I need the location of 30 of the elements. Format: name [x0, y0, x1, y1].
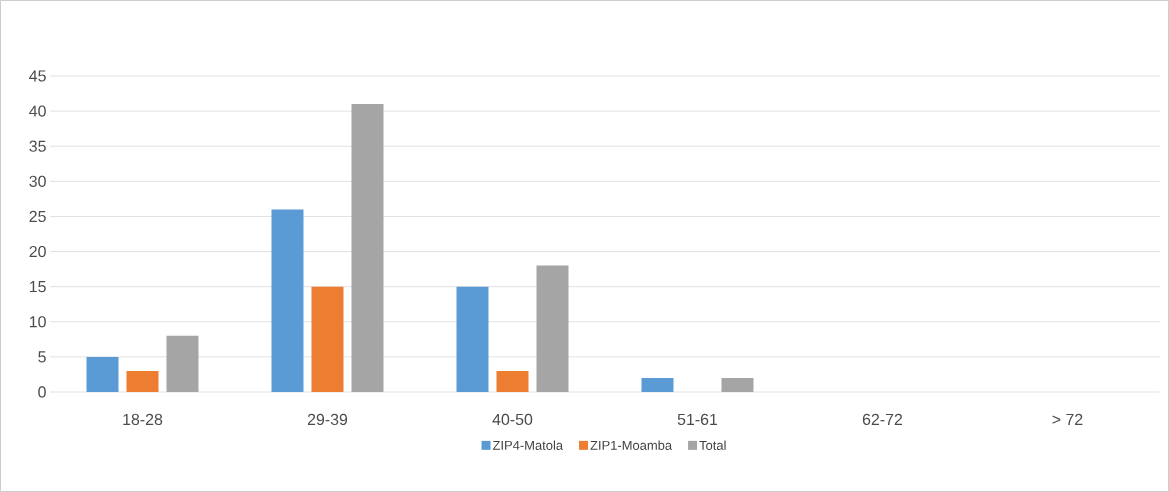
bar	[126, 370, 159, 392]
bar	[641, 377, 674, 392]
bar	[166, 335, 199, 392]
y-tick-label: 0	[38, 386, 46, 398]
y-tick-label: 5	[38, 351, 46, 363]
y-tick-label: 30	[29, 175, 46, 187]
bar	[271, 209, 304, 392]
bar	[456, 286, 489, 392]
bar	[721, 377, 754, 392]
y-tick-label: 25	[29, 210, 46, 223]
y-tick-label: 10	[29, 316, 46, 328]
legend-label: ZIP4-Matola	[492, 440, 564, 450]
y-tick-label: 20	[29, 245, 46, 258]
x-tick-label: 29-39	[307, 413, 348, 426]
bar	[351, 104, 384, 392]
y-tick-label: 15	[29, 281, 46, 293]
bar	[311, 286, 344, 392]
x-tick-label: 62-72	[862, 413, 903, 426]
legend-label: Total	[699, 440, 726, 450]
y-tick-label: 45	[29, 70, 46, 82]
x-tick-label: 51-61	[677, 413, 718, 426]
x-tick-label: > 72	[1052, 413, 1083, 425]
x-tick-label: 40-50	[492, 413, 533, 426]
bar	[496, 370, 529, 392]
legend-label: ZIP1-Moamba	[590, 440, 673, 450]
bar	[536, 265, 569, 392]
x-tick-label: 18-28	[123, 413, 163, 426]
bar	[86, 356, 119, 392]
y-tick-label: 35	[29, 140, 46, 152]
y-tick-label: 40	[29, 105, 46, 117]
